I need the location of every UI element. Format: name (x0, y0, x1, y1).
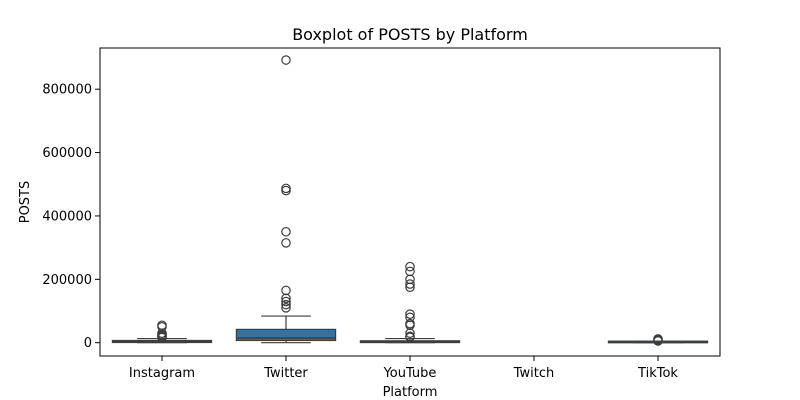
x-tick-label: Twitter (263, 366, 308, 381)
outlier-point (405, 331, 415, 342)
y-tick-label: 600000 (42, 146, 92, 161)
outlier-point (281, 285, 291, 296)
box-tiktok (607, 334, 709, 346)
outlier-point (281, 55, 291, 65)
iqr-box (235, 328, 337, 342)
outlier-point (405, 261, 415, 272)
outlier-point (405, 279, 415, 289)
outlier-point (281, 299, 291, 310)
x-tick-label: TikTok (637, 366, 678, 381)
y-tick-label: 800000 (42, 83, 92, 98)
box-twitter (235, 55, 337, 344)
y-tick-label: 0 (84, 336, 92, 351)
outlier-point (281, 238, 291, 248)
outlier-point (405, 309, 415, 319)
chart-title: Boxplot of POSTS by Platform (292, 25, 528, 44)
y-tick-label: 200000 (42, 273, 92, 288)
outlier-point (281, 183, 291, 194)
outlier-point (405, 266, 415, 277)
x-axis: Instagram Twitter YouTube Twitch TikTok (129, 356, 678, 381)
outlier-point (653, 334, 663, 344)
box-instagram (111, 320, 213, 344)
box-youtube (359, 261, 461, 344)
outlier-point (157, 320, 167, 331)
y-axis-label: POSTS (18, 181, 33, 224)
x-tick-label: Twitch (513, 366, 555, 381)
x-tick-label: YouTube (383, 366, 437, 381)
outlier-point (281, 303, 291, 313)
y-axis: 0 200000 400000 600000 800000 (42, 83, 100, 351)
y-tick-label: 400000 (42, 209, 92, 224)
plot-area (111, 55, 709, 346)
outlier-point (405, 318, 415, 329)
outlier-point (281, 296, 291, 307)
outlier-point (405, 312, 415, 323)
outlier-point (281, 226, 291, 237)
x-axis-label: Platform (383, 385, 438, 400)
x-tick-label: Instagram (129, 366, 195, 381)
